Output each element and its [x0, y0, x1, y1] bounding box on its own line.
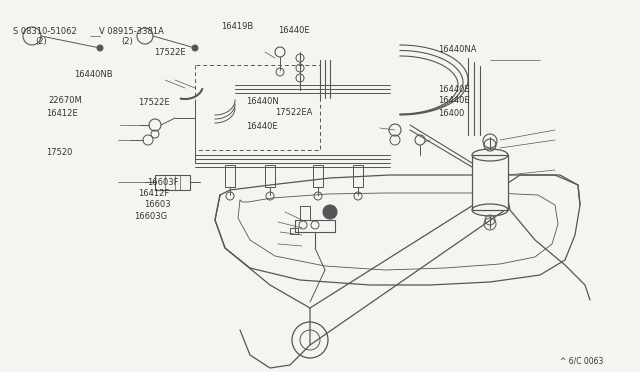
Circle shape [192, 45, 198, 51]
Text: 16603F: 16603F [147, 178, 179, 187]
Text: 16440E: 16440E [246, 122, 278, 131]
Text: (2): (2) [35, 37, 47, 46]
Text: 16440N: 16440N [246, 97, 279, 106]
Text: 17522EA: 17522EA [275, 108, 312, 117]
Text: ^ 6/C 0063: ^ 6/C 0063 [560, 356, 604, 365]
Text: 16440E: 16440E [438, 85, 470, 94]
Text: V 08915-3381A: V 08915-3381A [99, 27, 164, 36]
Bar [472, 155, 508, 210]
Text: S 08310-51062: S 08310-51062 [13, 27, 77, 36]
Circle shape [97, 45, 103, 51]
Text: 17522E: 17522E [154, 48, 185, 57]
Bar [265, 165, 275, 187]
Text: 16440E: 16440E [278, 26, 310, 35]
Bar [290, 228, 298, 234]
Bar [300, 206, 310, 220]
Bar [225, 165, 235, 187]
Text: 16440E: 16440E [438, 96, 470, 105]
Bar [353, 165, 363, 187]
Text: 16603G: 16603G [134, 212, 168, 221]
Text: 17522E: 17522E [138, 98, 169, 107]
Text: 17520: 17520 [46, 148, 72, 157]
Bar [313, 165, 323, 187]
Text: 16412F: 16412F [138, 189, 169, 198]
Text: 16419B: 16419B [221, 22, 253, 31]
Text: 16412E: 16412E [46, 109, 77, 118]
Circle shape [323, 205, 337, 219]
Bar [155, 175, 190, 190]
Bar [295, 220, 335, 232]
Text: (2): (2) [122, 37, 133, 46]
Text: 22670M: 22670M [48, 96, 82, 105]
Text: 16603: 16603 [144, 200, 171, 209]
Text: 16440NB: 16440NB [74, 70, 112, 79]
Text: 16440NA: 16440NA [438, 45, 477, 54]
Text: 16400: 16400 [438, 109, 465, 118]
